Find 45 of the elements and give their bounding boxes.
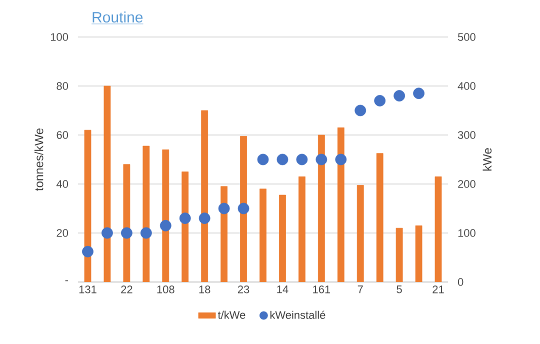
x-tick-label: 5 bbox=[396, 286, 402, 294]
point bbox=[238, 202, 250, 214]
x-tick-label: 161 bbox=[313, 286, 330, 294]
point bbox=[179, 212, 191, 224]
point bbox=[413, 88, 424, 100]
point bbox=[394, 90, 406, 102]
point bbox=[140, 227, 152, 239]
point bbox=[218, 202, 230, 214]
y2-tick-label: 500 bbox=[458, 33, 476, 41]
point bbox=[335, 154, 347, 166]
point bbox=[316, 154, 328, 166]
x-tick-label: 108 bbox=[157, 286, 174, 294]
x-tick-label: 131 bbox=[79, 286, 96, 294]
legend-label: t/kWe bbox=[218, 310, 246, 319]
y2-tick-label: 400 bbox=[458, 82, 476, 90]
point bbox=[276, 154, 288, 166]
point bbox=[374, 94, 386, 106]
chart-title: Routine bbox=[92, 12, 143, 23]
y2-tick-label: 300 bbox=[458, 131, 476, 139]
point bbox=[102, 227, 113, 239]
y2-axis-title: kWe bbox=[482, 148, 492, 171]
y2-tick-label: 200 bbox=[458, 180, 476, 188]
x-tick-label: 7 bbox=[358, 286, 363, 294]
y-tick-label: 40 bbox=[56, 180, 68, 188]
x-tick-label: 23 bbox=[238, 286, 250, 294]
y-tick-label: 100 bbox=[50, 33, 68, 41]
point bbox=[120, 227, 132, 239]
point bbox=[296, 154, 308, 166]
x-tick-label: 14 bbox=[277, 286, 288, 294]
y-axis-title: tonnes/kWe bbox=[34, 128, 44, 191]
y2-tick-label: 0 bbox=[458, 278, 464, 286]
point bbox=[257, 154, 269, 166]
point bbox=[82, 246, 94, 258]
point bbox=[198, 212, 210, 224]
x-tick-label: 22 bbox=[121, 286, 132, 294]
y-tick-label: - bbox=[65, 280, 68, 282]
x-tick-label: 18 bbox=[199, 286, 210, 294]
y-tick-label: 20 bbox=[56, 229, 68, 237]
y-tick-label: 80 bbox=[56, 82, 68, 90]
point bbox=[160, 220, 172, 232]
point bbox=[354, 104, 366, 116]
x-tick-label: 21 bbox=[432, 286, 444, 294]
legend-label: kWeinstallé bbox=[270, 310, 326, 319]
y2-tick-label: 100 bbox=[458, 229, 476, 237]
y-tick-label: 60 bbox=[56, 131, 68, 139]
